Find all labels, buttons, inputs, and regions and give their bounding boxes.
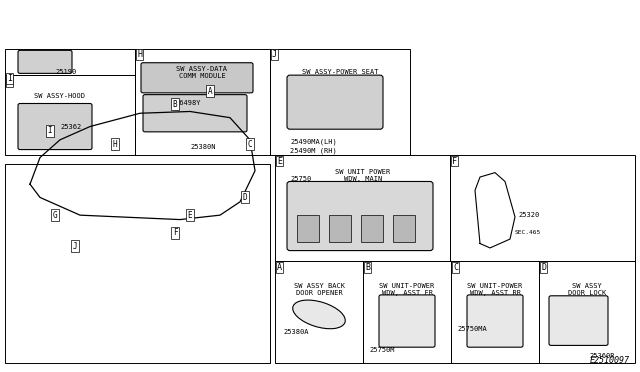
Bar xyxy=(135,49,270,155)
Text: SW UNIT-POWER
WDW, ASST FR: SW UNIT-POWER WDW, ASST FR xyxy=(380,283,435,296)
Text: 25360R: 25360R xyxy=(589,353,614,359)
Text: 26498Y: 26498Y xyxy=(175,100,200,106)
Text: SW ASSY BACK
DOOR OPENER: SW ASSY BACK DOOR OPENER xyxy=(294,283,344,296)
Text: E: E xyxy=(277,157,282,166)
Text: C: C xyxy=(248,140,252,149)
FancyBboxPatch shape xyxy=(549,296,608,346)
Text: SW ASSY-POWER SEAT: SW ASSY-POWER SEAT xyxy=(301,69,378,75)
Bar xyxy=(5,49,135,75)
Bar xyxy=(450,155,635,261)
Text: D: D xyxy=(541,263,546,272)
FancyBboxPatch shape xyxy=(18,50,72,73)
Text: 25490M (RH): 25490M (RH) xyxy=(290,148,337,154)
FancyBboxPatch shape xyxy=(379,295,435,347)
Text: I: I xyxy=(7,74,12,83)
Bar xyxy=(275,261,363,363)
Text: SW UNIT-POWER
WDW, ASST RR: SW UNIT-POWER WDW, ASST RR xyxy=(467,283,523,296)
Text: 25750: 25750 xyxy=(290,176,311,182)
Bar xyxy=(5,75,135,155)
Bar xyxy=(275,155,450,261)
Text: J: J xyxy=(272,50,277,59)
FancyBboxPatch shape xyxy=(143,94,247,132)
Text: B: B xyxy=(173,100,177,109)
Text: SW ASSY
DOOR LOCK: SW ASSY DOOR LOCK xyxy=(568,283,606,296)
Ellipse shape xyxy=(292,300,346,329)
FancyBboxPatch shape xyxy=(467,295,523,347)
Text: 25190: 25190 xyxy=(55,69,76,75)
Text: J: J xyxy=(73,242,77,251)
Bar xyxy=(539,261,635,363)
Bar xyxy=(363,261,451,363)
Text: 25380N: 25380N xyxy=(190,144,216,150)
Text: F: F xyxy=(173,228,177,237)
Text: SW ASSY-HOOD: SW ASSY-HOOD xyxy=(35,93,86,99)
Text: I: I xyxy=(48,126,52,135)
Bar xyxy=(451,261,539,363)
FancyBboxPatch shape xyxy=(287,75,383,129)
Text: G: G xyxy=(52,211,58,219)
Text: SW UNIT POWER
WDW, MAIN: SW UNIT POWER WDW, MAIN xyxy=(335,169,390,182)
Text: H: H xyxy=(137,50,142,59)
Bar xyxy=(393,215,415,242)
Text: A: A xyxy=(277,263,282,272)
FancyBboxPatch shape xyxy=(141,63,253,93)
Text: 25320: 25320 xyxy=(518,212,540,218)
Text: E2510097: E2510097 xyxy=(590,356,630,365)
Text: A: A xyxy=(208,87,212,96)
Text: E: E xyxy=(188,211,192,219)
Text: G: G xyxy=(7,77,12,86)
Text: H: H xyxy=(113,140,117,149)
FancyBboxPatch shape xyxy=(18,103,92,150)
Text: 25750MA: 25750MA xyxy=(457,326,487,332)
Bar xyxy=(361,215,383,242)
Text: 25750M: 25750M xyxy=(369,347,394,353)
Text: C: C xyxy=(453,263,458,272)
Text: 25380A: 25380A xyxy=(283,330,308,336)
Text: SEC.465: SEC.465 xyxy=(515,230,541,235)
Text: B: B xyxy=(365,263,370,272)
Bar xyxy=(329,215,351,242)
Text: SW ASSY-DATA
COMM MODULE: SW ASSY-DATA COMM MODULE xyxy=(177,66,227,79)
Text: F: F xyxy=(452,157,457,166)
Text: 25362: 25362 xyxy=(60,124,81,130)
Bar xyxy=(5,164,270,363)
Text: 25490MA(LH): 25490MA(LH) xyxy=(290,139,337,145)
Bar xyxy=(297,215,319,242)
Text: D: D xyxy=(243,193,247,202)
FancyBboxPatch shape xyxy=(287,182,433,251)
Bar xyxy=(270,49,410,155)
